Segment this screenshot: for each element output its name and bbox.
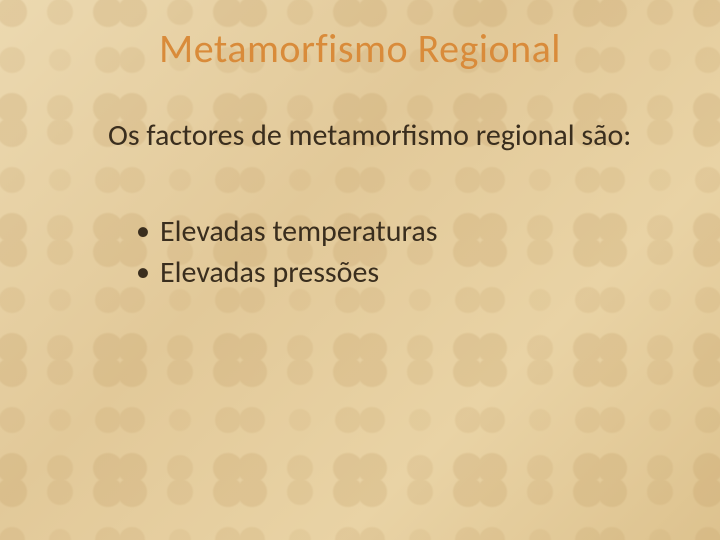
- slide-title: Metamorfismo Regional: [0, 24, 720, 73]
- list-item: Elevadas temperaturas: [160, 212, 640, 253]
- slide: Metamorfismo Regional Os factores de met…: [0, 0, 720, 540]
- bullet-list: Elevadas temperaturas Elevadas pressões: [108, 212, 640, 293]
- slide-body: Os factores de metamorfismo regional são…: [108, 118, 640, 293]
- lead-text: Os factores de metamorfismo regional são…: [108, 118, 640, 154]
- list-item: Elevadas pressões: [160, 253, 640, 294]
